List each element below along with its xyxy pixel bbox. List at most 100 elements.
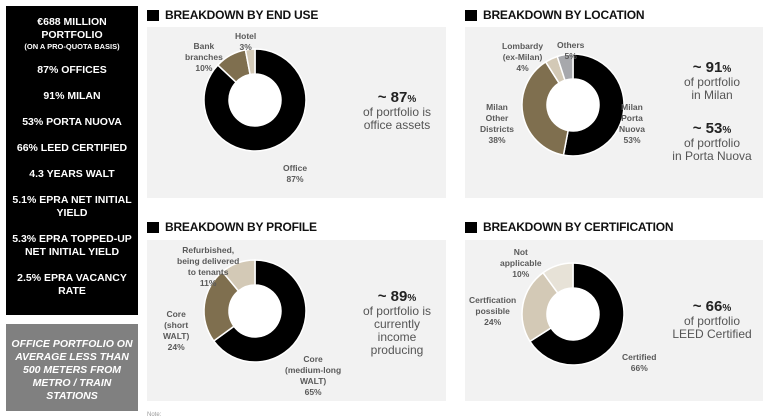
label-line: 53% [623,135,641,145]
label-line: applicable [500,258,542,268]
callout-number: 53 [705,120,723,137]
kpi-text: 87% OFFICES [37,64,107,76]
label-line: being delivered [177,256,240,266]
label-line: 11% [199,278,217,288]
donut-slice-core-medium-long-walt [212,259,307,363]
kpi-item: 4.3 YEARS WALT [6,168,138,181]
kpi-headline-line2: PORTFOLIO [41,29,103,41]
slice-label-lombardy: Lombardy (ex-Milan) 4% [502,41,543,74]
label-line: 24% [484,317,502,327]
metro-highlight-box: OFFICE PORTFOLIO ON AVERAGE LESS THAN 50… [6,324,138,411]
highlight-text: OFFICE PORTFOLIO ON [11,338,133,350]
title-square-icon [465,221,477,233]
kpi-portfolio-value: €688 MILLION PORTFOLIO (ON A PRO-QUOTA B… [6,16,138,52]
label-line: WALT) [299,376,327,386]
label-line: 3% [239,42,252,52]
slice-label-core-short: Core (short WALT) 24% [163,309,189,353]
label-line: Certfication [469,295,517,305]
slice-label-hotel: Hotel 3% [235,31,256,53]
kpi-text: NET INITIAL YIELD [24,246,120,258]
panel-end-use: Office 87% Bank branches 10% Hotel 3% ~ … [147,27,446,198]
kpi-headline-line1: €688 MILLION [37,16,107,28]
label-line: Core [303,354,323,364]
callout-prefix: ~ [692,120,706,137]
label-line: Lombardy [502,41,544,51]
label-line: (short [164,320,189,330]
callout-line: in Milan [691,88,733,102]
panel-certification: Certified 66% Certfication possible 24% … [465,240,763,401]
callout-unit: % [722,64,732,75]
section-title-text: BREAKDOWN BY LOCATION [483,8,645,22]
label-line: Milan [486,102,508,112]
callout-prefix: ~ [377,288,391,305]
slice-label-other-districts: Milan Other Districts 38% [480,102,514,146]
title-square-icon [147,221,159,233]
highlight-text: STATIONS [46,390,98,402]
panel-profile: Core (medium-long WALT) 65% Core (short … [147,240,446,401]
callout-value: ~ 89% [357,288,437,305]
callout-milan: ~ 91% of portfolio in Milan [661,60,763,102]
label-line: 87% [286,174,304,184]
callout-unit: % [722,303,732,314]
kpi-item: 5.3% EPRA TOPPED-UP NET INITIAL YIELD [6,233,138,259]
callout-line: in Porta Nuova [672,149,752,163]
callout-unit: % [722,125,732,136]
label-line: Refurbished, [182,245,235,255]
callout-line: currently [373,317,420,331]
section-title-text: BREAKDOWN BY END USE [165,8,319,22]
callout-certification: ~ 66% of portfolio LEED Certified [661,299,763,341]
label-line: Core [166,309,186,319]
label-line: Others [557,40,585,50]
slice-label-certification-possible: Certfication possible 24% [469,295,516,328]
kpi-text: 5.1% EPRA NET INITIAL [12,194,132,206]
slice-label-bank-branches: Bank branches 10% [185,41,223,74]
label-line: Not [513,247,528,257]
callout-unit: % [407,293,417,304]
callout-line: office assets [363,118,431,132]
section-title-text: BREAKDOWN BY CERTIFICATION [483,220,674,234]
label-line: Hotel [235,31,257,41]
section-title-text: BREAKDOWN BY PROFILE [165,220,317,234]
callout-line: of portfolio is [362,105,432,119]
label-line: WALT) [163,331,190,341]
donut-hole [229,74,281,126]
kpi-item: 87% OFFICES [6,64,138,77]
slice-label-certified: Certified 66% [622,352,656,374]
kpi-item: 66% LEED CERTIFIED [6,142,138,155]
callout-prefix: ~ [377,89,391,106]
donut-hole [547,288,599,340]
donut-hole [229,285,281,337]
slice-label-refurbished: Refurbished, being delivered to tenants … [177,245,239,289]
callout-line: LEED Certified [672,327,752,341]
label-line: Office [283,163,308,173]
label-line: 10% [195,63,213,73]
kpi-item: 91% MILAN [6,90,138,103]
callout-profile: ~ 89% of portfolio is currently income p… [357,288,437,357]
panel-location: Milan Porta Nuova 53% Milan Other Distri… [465,27,763,198]
label-line: branches [185,52,223,62]
slice-label-office: Office 87% [283,163,307,185]
callout-line: producing [370,343,424,357]
callout-unit: % [407,94,417,105]
callout-value: ~ 91% [661,60,763,76]
kpi-text: 53% PORTA NUOVA [22,116,122,128]
label-line: Other [485,113,509,123]
slice-label-others: Others 5% [557,40,584,62]
kpi-headline-sub: (ON A PRO-QUOTA BASIS) [24,42,120,51]
label-line: (medium-long [285,365,342,375]
label-line: Certified [622,352,657,362]
highlight-text: 500 METERS FROM [22,364,122,376]
callout-value: ~ 87% [357,89,437,106]
label-line: Porta [621,113,643,123]
callout-line: of portfolio [683,75,741,89]
label-line: Milan [621,102,643,112]
callout-number: 89 [390,288,408,305]
label-line: 66% [630,363,648,373]
callout-line: of portfolio [683,314,741,328]
label-line: 10% [512,269,530,279]
section-title-end-use: BREAKDOWN BY END USE [147,8,318,22]
slice-label-not-applicable: Not applicable 10% [500,247,542,280]
highlight-text: METRO / TRAIN [32,377,112,389]
kpi-text: 91% MILAN [43,90,101,102]
label-line: 5% [564,51,577,61]
